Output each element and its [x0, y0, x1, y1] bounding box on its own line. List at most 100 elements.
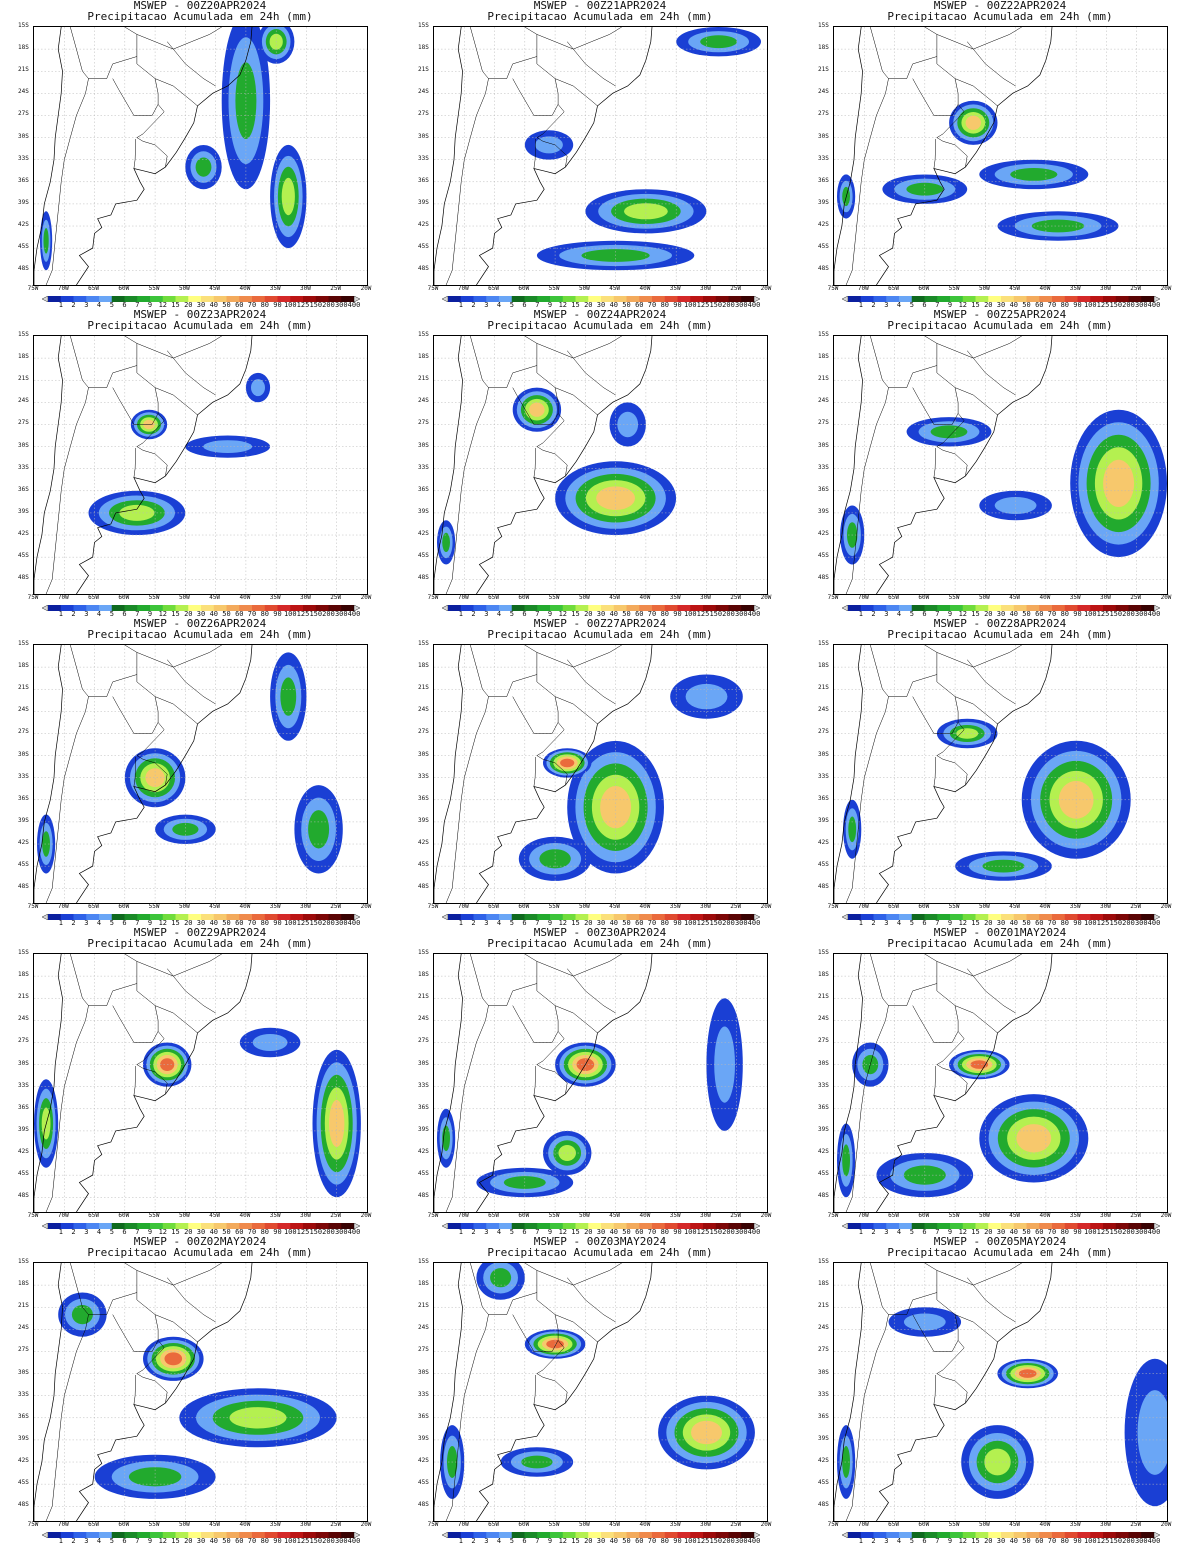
colorbar-label: 90	[273, 610, 282, 618]
country-border	[136, 1263, 222, 1286]
precip-map	[834, 1263, 1167, 1521]
colorbar-label: 30	[196, 1537, 206, 1545]
lon-tick-label: 70W	[57, 285, 69, 292]
country-border	[567, 350, 616, 396]
colorbar-label: 5	[509, 301, 514, 309]
colorbar-swatch	[664, 605, 678, 611]
country-border	[955, 387, 998, 416]
coastline	[34, 645, 63, 903]
lon-tick-label: 55W	[548, 903, 560, 910]
colorbar-swatch	[264, 605, 278, 611]
colorbar-label: 70	[647, 1228, 657, 1236]
colorbar-label: 80	[660, 610, 670, 618]
colorbar-label: 150	[709, 1228, 723, 1236]
lat-tick-label: 18S	[18, 971, 29, 979]
colorbar-label: 300	[1134, 610, 1148, 618]
lon-tick-label: 70W	[457, 903, 469, 910]
colorbar-label: 3	[484, 610, 489, 618]
precip-contour	[442, 532, 450, 552]
colorbar-label: 70	[1047, 301, 1057, 309]
colorbar-label: 15	[171, 1228, 180, 1236]
colorbar-label: 300	[334, 919, 348, 927]
colorbar-swatch	[975, 914, 989, 920]
lon-tick-label: 30W	[300, 1212, 311, 1219]
lon-tick-label: 60W	[518, 1521, 530, 1528]
colorbar-swatch	[537, 296, 551, 302]
coastline	[876, 1263, 1053, 1521]
lon-tick-label: 30W	[700, 594, 711, 601]
colorbar-min-arrow	[42, 1532, 49, 1538]
lat-tick-label: 48S	[18, 265, 29, 273]
colorbar-label: 1	[58, 919, 63, 927]
lon-tick-label: 25W	[1130, 1521, 1142, 1528]
colorbar-label: 3	[884, 301, 889, 309]
colorbar-swatch	[1001, 914, 1015, 920]
colorbar-swatch	[873, 914, 887, 920]
lon-tick-label: 65W	[488, 285, 499, 292]
map-panel: MSWEP - 00Z03MAY2024 Precipitacao Acumula…	[400, 1236, 800, 1545]
colorbar-label: 80	[660, 919, 670, 927]
country-border	[45, 1005, 89, 1212]
colorbar-label: 1	[858, 1537, 863, 1545]
colorbar-label: 100	[683, 1537, 697, 1545]
lon-tick-label: 65W	[488, 903, 499, 910]
lat-tick-label: 30S	[18, 1368, 29, 1376]
country-border	[112, 365, 159, 425]
lat-tick-label: 18S	[418, 44, 429, 52]
colorbar-label: 400	[1147, 1537, 1161, 1545]
colorbar-swatch	[328, 1223, 342, 1229]
lon-tick-label: 55W	[148, 903, 160, 910]
colorbar-label: 400	[347, 1537, 361, 1545]
lat-tick-label: 45S	[418, 1170, 429, 1178]
colorbar-label: 15	[571, 919, 580, 927]
colorbar-label: 70	[1047, 1537, 1057, 1545]
lat-tick-label: 42S	[818, 530, 829, 538]
colorbar-label: 50	[1022, 301, 1031, 309]
lat-tick-label: 33S	[18, 1081, 29, 1089]
colorbar-label: 2	[471, 301, 476, 309]
colorbar-label: 9	[147, 919, 153, 927]
country-border	[70, 1263, 138, 1315]
map-panel: MSWEP - 00Z23APR2024 Precipitacao Acumula…	[0, 309, 400, 618]
panel-subtitle: Precipitacao Acumulada em 24h (mm)	[87, 937, 313, 950]
colorbar-swatch	[1026, 914, 1040, 920]
lon-tick-label: 30W	[700, 1521, 711, 1528]
colorbar-label: 1	[58, 1537, 63, 1545]
lon-tick-label: 70W	[857, 903, 869, 910]
country-border	[912, 365, 959, 425]
lat-tick-label: 33S	[418, 154, 429, 162]
country-border	[933, 1065, 936, 1096]
colorbar-swatch	[677, 914, 691, 920]
colorbar-swatch	[48, 1532, 62, 1538]
colorbar-swatch	[188, 1223, 202, 1229]
colorbar-label: 125	[696, 1537, 710, 1545]
colorbar-label: 80	[1060, 610, 1070, 618]
colorbar-swatch	[73, 914, 87, 920]
colorbar-label: 6	[522, 1537, 527, 1545]
precip-contour	[308, 810, 330, 849]
colorbar-label: 150	[309, 610, 323, 618]
country-border	[133, 447, 136, 478]
lat-tick-label: 33S	[818, 463, 829, 471]
precip-contour	[42, 831, 50, 857]
coastline	[76, 954, 253, 1212]
colorbar-swatch	[715, 1532, 729, 1538]
lon-tick-label: 35W	[669, 1521, 681, 1528]
precip-contour	[280, 677, 297, 716]
colorbar-swatch	[924, 914, 938, 920]
colorbar-swatch	[264, 1532, 278, 1538]
colorbar-swatch	[137, 605, 151, 611]
colorbar-swatch	[924, 605, 938, 611]
colorbar-swatch	[1001, 296, 1015, 302]
lon-tick-label: 70W	[57, 594, 69, 601]
lon-tick-label: 35W	[269, 1521, 281, 1528]
country-border	[870, 954, 938, 1006]
map-panel: MSWEP - 00Z02MAY2024 Precipitacao Acumula…	[0, 1236, 400, 1545]
colorbar-label: 40	[609, 919, 619, 927]
country-border	[536, 1373, 568, 1404]
colorbar-swatch	[162, 914, 176, 920]
colorbar-label: 15	[171, 1537, 180, 1545]
country-border	[136, 755, 168, 786]
colorbar-swatch	[60, 1532, 74, 1538]
colorbar-label: 7	[535, 919, 540, 927]
